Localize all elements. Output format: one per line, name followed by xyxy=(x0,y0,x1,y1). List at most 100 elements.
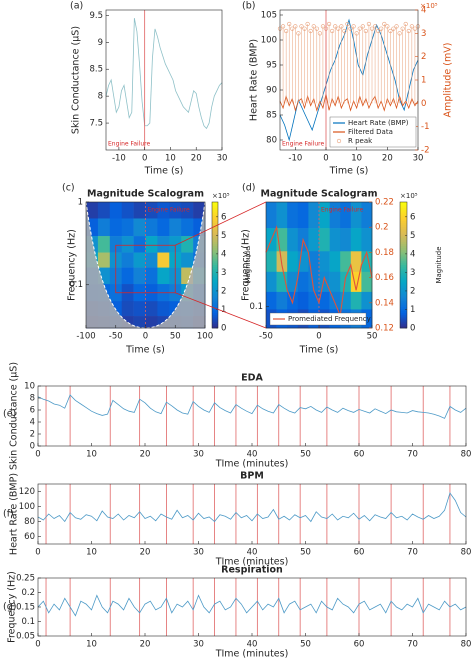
heatmap-cell xyxy=(133,267,146,285)
colorbar-segment xyxy=(212,212,218,215)
heatmap-cell xyxy=(121,301,134,317)
heatmap-cell xyxy=(319,228,330,252)
heatmap-cell xyxy=(287,251,299,273)
colorbar-label: Magnitude xyxy=(244,246,252,283)
heatmap-cell xyxy=(109,236,122,253)
colorbar-segment xyxy=(400,237,407,241)
chart-title: Magnitude Scalogram xyxy=(87,189,204,200)
colorbar-tick-label: 2 xyxy=(410,286,415,296)
r-peak-marker xyxy=(296,31,301,36)
x-tick-label: 20 xyxy=(140,640,151,650)
r-peak-marker xyxy=(302,26,307,31)
heatmap-cell xyxy=(121,252,134,268)
colorbar-segment xyxy=(400,225,407,228)
y-tick-label: 10 xyxy=(24,382,35,392)
colorbar-segment xyxy=(212,321,218,325)
heatmap-cell xyxy=(121,267,134,285)
colorbar-segment xyxy=(400,313,407,316)
legend-entry: Filtered Data xyxy=(348,128,393,136)
x-tick-label: 0 xyxy=(35,450,40,460)
chart-title: EDA xyxy=(241,373,263,384)
heatmap-cell xyxy=(287,202,299,229)
heatmap-cell xyxy=(181,218,194,237)
colorbar-tick-label: 6 xyxy=(221,212,226,222)
annotation: Engine Failure xyxy=(321,207,364,214)
heatmap-cell xyxy=(329,291,341,310)
y-tick-label: 100 xyxy=(19,502,35,512)
colorbar-segment xyxy=(400,227,407,230)
r-peak-marker xyxy=(308,28,313,34)
colorbar-segment xyxy=(212,237,218,241)
y-tick-label: 9 xyxy=(98,38,103,48)
x-tick-label: 80 xyxy=(461,640,472,650)
legend-entry: Heart Rate (BMP) xyxy=(348,119,409,127)
r-peak-marker xyxy=(317,31,322,36)
heatmap-cell xyxy=(145,316,158,329)
colorbar-tick-label: 0 xyxy=(221,324,226,334)
heatmap-cell xyxy=(340,228,352,252)
y2-tick-label: 0.22 xyxy=(375,198,394,208)
y-tick-label: 0 xyxy=(30,442,35,452)
r-peak-marker xyxy=(339,24,344,29)
y-tick-label: 0.05 xyxy=(16,632,35,642)
panel-label: (d) xyxy=(242,183,255,194)
colorbar-segment xyxy=(400,248,407,251)
r-peak-marker xyxy=(391,26,396,31)
colorbar-segment xyxy=(212,311,218,314)
y-axis-label: Skin Conductance (μS) xyxy=(9,362,20,470)
colorbar-segment xyxy=(212,302,218,306)
r-peak-marker xyxy=(409,24,414,29)
y2-axis-label: Amplitude (mV) xyxy=(443,43,454,118)
r-peak-marker xyxy=(280,24,286,29)
colorbar-segment xyxy=(212,260,218,264)
r-peak-marker xyxy=(400,26,405,31)
legend-entry: R peak xyxy=(348,137,373,145)
heatmap-cell xyxy=(297,271,309,293)
heatmap-cell xyxy=(145,267,158,285)
x-tick-label: 50 xyxy=(170,332,181,342)
x-tick-label: 0 xyxy=(142,154,147,164)
r-peak-marker xyxy=(351,24,356,29)
r-peak-marker xyxy=(382,21,387,27)
x-tick-label: 60 xyxy=(354,548,365,558)
colorbar-segment xyxy=(212,275,218,278)
y2-tick-label: 0.14 xyxy=(375,298,394,308)
x-tick-label: 100 xyxy=(197,332,213,342)
colorbar-segment xyxy=(400,290,407,293)
panel-label: (f) xyxy=(3,509,14,520)
x-tick-label: -100 xyxy=(76,332,95,342)
colorbar-segment xyxy=(212,256,218,260)
colorbar-segment xyxy=(400,206,407,209)
colorbar-segment xyxy=(212,296,218,299)
colorbar-tick-label: 0 xyxy=(410,324,415,334)
r-peak-marker xyxy=(379,26,384,31)
x-axis-label: Time (s) xyxy=(299,345,339,356)
colorbar-segment xyxy=(400,254,407,257)
heatmap-cell xyxy=(145,218,158,237)
x-tick-label: 10 xyxy=(86,640,97,650)
data-line xyxy=(279,93,419,112)
x-tick-label: 50 xyxy=(300,548,311,558)
colorbar-segment xyxy=(400,239,407,243)
panel-label: (g) xyxy=(3,602,16,613)
y-tick-label: 80 xyxy=(266,136,277,146)
y-axis-label: Frequency (Hz) xyxy=(7,571,18,643)
r-peak-marker xyxy=(333,24,338,29)
cone-edge xyxy=(85,201,206,329)
colorbar-segment xyxy=(400,235,407,239)
colorbar-segment xyxy=(212,283,218,287)
heatmap-cell xyxy=(133,252,146,268)
colorbar-tick-label: 1 xyxy=(410,305,415,315)
x-tick-label: -10 xyxy=(288,154,302,164)
x-tick-label: 0 xyxy=(35,640,40,650)
colorbar-segment xyxy=(212,277,218,281)
r-peak-marker xyxy=(406,28,411,34)
x-tick-label: 30 xyxy=(193,548,204,558)
heatmap-cell xyxy=(361,271,373,293)
r-peak-marker xyxy=(336,26,341,31)
y2-tick-label: 1 xyxy=(421,76,426,86)
colorbar-segment xyxy=(400,273,407,276)
y2-tick-label: 0.16 xyxy=(375,273,394,283)
annotation: Engine Failure xyxy=(282,141,325,148)
heatmap-cell xyxy=(276,251,288,273)
